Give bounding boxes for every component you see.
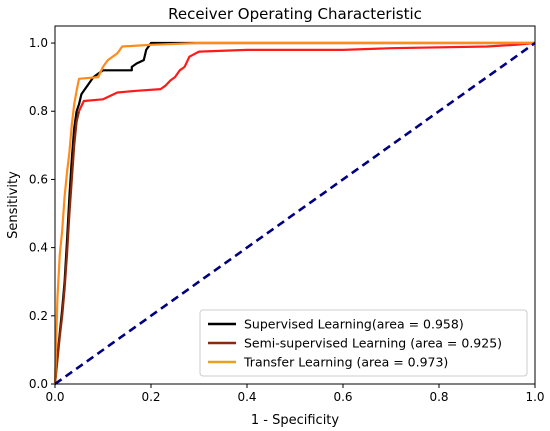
legend-label: Transfer Learning (area = 0.973) bbox=[243, 355, 448, 370]
plot-area: 0.0 0.2 0.4 0.6 0.8 1.0 0.0 0.2 0.4 0.6 0.8 1.0 bbox=[29, 25, 545, 404]
x-tick-label: 0.6 bbox=[333, 390, 352, 404]
x-tick-label: 0.0 bbox=[45, 390, 64, 404]
y-tick-label: 0.6 bbox=[29, 172, 48, 186]
x-tick-label: 0.2 bbox=[141, 390, 160, 404]
y-tick-label: 1.0 bbox=[29, 36, 48, 50]
y-axis-label: Sensitivity bbox=[6, 171, 21, 239]
roc-curve-3 bbox=[53, 41, 535, 385]
y-tick-label: 0.8 bbox=[29, 104, 48, 118]
legend: Supervised Learning(area = 0.958) Semi-su… bbox=[199, 309, 528, 377]
x-axis-label: 1 - Specificity bbox=[251, 413, 340, 428]
legend-label: Supervised Learning(area = 0.958) bbox=[244, 317, 464, 332]
x-tick-label: 0.4 bbox=[237, 390, 256, 404]
legend-box bbox=[199, 309, 528, 377]
chance-diagonal-line bbox=[54, 41, 536, 386]
y-tick-label: 0.0 bbox=[29, 377, 48, 391]
y-tick-label: 0.4 bbox=[29, 241, 48, 255]
chart-title: Receiver Operating Characteristic bbox=[168, 5, 422, 23]
x-tick-label: 1.0 bbox=[525, 390, 544, 404]
y-tick-label: 0.2 bbox=[29, 309, 48, 323]
roc-curve-2 bbox=[78, 41, 536, 112]
x-tick-label: 0.8 bbox=[429, 390, 448, 404]
legend-label: Semi-supervised Learning (area = 0.925) bbox=[244, 336, 502, 351]
plot-frame bbox=[54, 25, 536, 385]
roc-curve-1 bbox=[53, 110, 81, 385]
